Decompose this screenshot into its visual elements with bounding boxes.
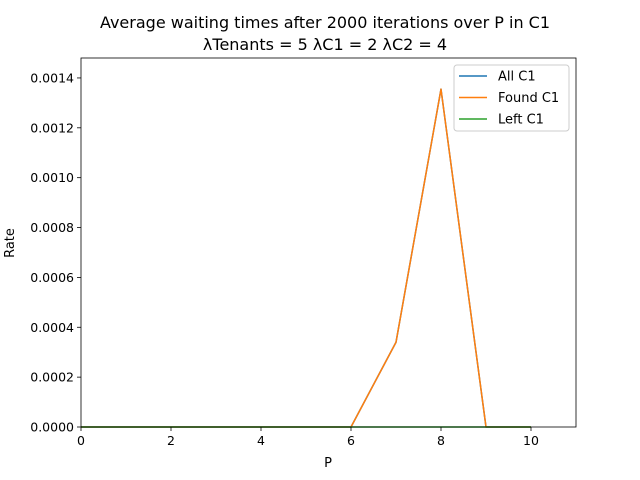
legend-label: All C1 <box>498 70 536 85</box>
chart-title: Average waiting times after 2000 iterati… <box>100 13 550 32</box>
y-tick-label: 0.0002 <box>30 370 74 385</box>
x-tick-label: 8 <box>437 433 445 448</box>
y-tick-label: 0.0000 <box>30 420 74 435</box>
y-tick-label: 0.0006 <box>30 270 74 285</box>
chart-subtitle: λTenants = 5 λC1 = 2 λC2 = 4 <box>203 35 447 54</box>
y-tick-label: 0.0014 <box>30 70 74 85</box>
legend-label: Left C1 <box>498 113 544 128</box>
x-tick-label: 4 <box>257 433 265 448</box>
x-tick-label: 0 <box>77 433 85 448</box>
legend: All C1 Found C1 Left C1 <box>453 64 570 132</box>
y-axis-label: Rate <box>3 228 18 258</box>
y-tick-label: 0.0010 <box>30 170 74 185</box>
x-tick-label: 2 <box>167 433 175 448</box>
axes-frame <box>80 57 577 428</box>
x-axis-label: P <box>324 456 332 471</box>
legend-label: Found C1 <box>498 91 559 106</box>
y-tick-label: 0.0008 <box>30 220 74 235</box>
x-tick-label: 6 <box>347 433 355 448</box>
x-tick-label: 10 <box>523 433 539 448</box>
legend-box <box>453 64 570 132</box>
y-tick-label: 0.0012 <box>30 120 74 135</box>
y-tick-label: 0.0004 <box>30 320 74 335</box>
axes: 0 2 4 6 8 10 0.0000 0.0002 0.0004 0.0006 0.0008 0.0… <box>30 57 577 448</box>
